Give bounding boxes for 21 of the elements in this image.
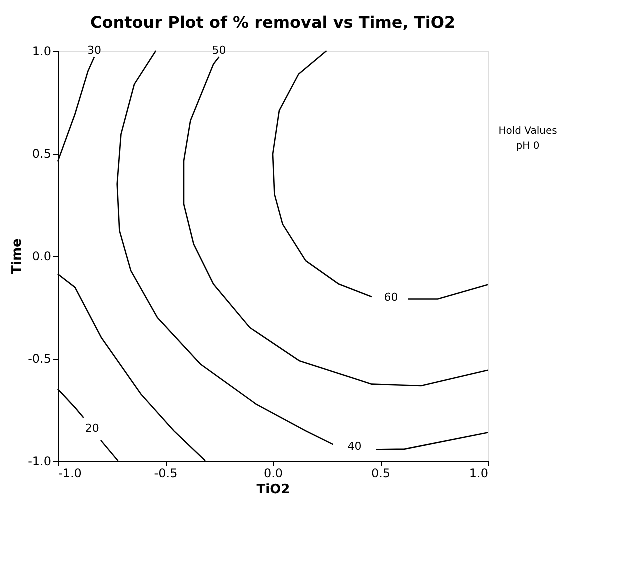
- y-tick-label: -1.0: [28, 454, 52, 468]
- x-tick-label: 0.5: [371, 466, 391, 480]
- x-tick-label: 0.0: [264, 466, 284, 480]
- x-tick-label: -0.5: [154, 466, 178, 480]
- series-label: 60: [384, 291, 398, 304]
- series-label: 20: [85, 422, 100, 436]
- y-tick-label: 0.5: [32, 147, 52, 161]
- y-tick-label: -0.5: [28, 352, 52, 366]
- y-tick-label: 0.0: [32, 250, 52, 264]
- y-axis-title: Time: [10, 238, 26, 274]
- series-label: 50: [212, 44, 226, 58]
- text: pH 0: [516, 141, 540, 152]
- line-series: [183, 56, 489, 387]
- text: Hold Values: [498, 126, 558, 137]
- chart-title: Contour Plot of % removal vs Time, TiO2: [90, 13, 456, 32]
- series-label: 40: [348, 440, 362, 454]
- x-axis-title: TiO2: [256, 482, 290, 498]
- x-tick-label: -1.0: [58, 466, 82, 480]
- x-tick-label: 1.0: [469, 466, 488, 480]
- y-tick-label: 1.0: [32, 44, 52, 58]
- series-label: 30: [88, 44, 102, 58]
